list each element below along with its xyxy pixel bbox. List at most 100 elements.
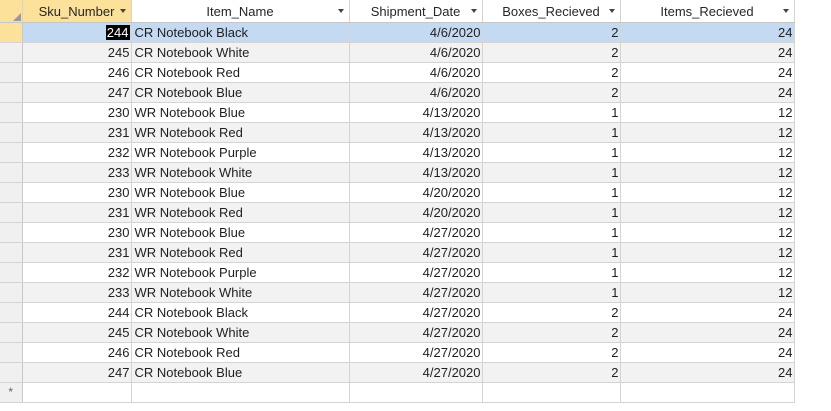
sku-number-cell[interactable]: 233 [22, 162, 132, 183]
boxes-recieved-cell[interactable]: 2 [482, 22, 621, 43]
item-name-cell[interactable]: WR Notebook Purple [131, 142, 350, 163]
item-name-cell[interactable]: WR Notebook Blue [131, 102, 350, 123]
table-row[interactable]: 230 WR Notebook Blue 4/13/2020 1 12 [0, 102, 795, 123]
record-selector[interactable] [0, 142, 23, 163]
shipment-date-cell[interactable]: 4/13/2020 [349, 142, 483, 163]
boxes-recieved-cell[interactable]: 2 [482, 322, 621, 343]
items-recieved-cell[interactable]: 24 [620, 322, 795, 343]
boxes-recieved-cell[interactable]: 2 [482, 302, 621, 323]
sort-filter-dropdown-icon[interactable] [470, 9, 477, 13]
shipment-date-cell[interactable]: 4/6/2020 [349, 82, 483, 103]
shipment-date-cell[interactable]: 4/27/2020 [349, 282, 483, 303]
item-name-cell[interactable]: CR Notebook Black [131, 302, 350, 323]
item-name-cell[interactable]: CR Notebook Red [131, 62, 350, 83]
table-row[interactable]: 244 CR Notebook Black 4/6/2020 2 24 [0, 22, 795, 43]
items-recieved-cell[interactable]: 12 [620, 102, 795, 123]
sort-filter-dropdown-icon[interactable] [608, 9, 615, 13]
new-record-cell[interactable] [349, 382, 483, 403]
table-row[interactable]: 231 WR Notebook Red 4/13/2020 1 12 [0, 122, 795, 143]
item-name-cell[interactable]: WR Notebook Red [131, 202, 350, 223]
boxes-recieved-cell[interactable]: 1 [482, 182, 621, 203]
items-recieved-cell[interactable]: 12 [620, 182, 795, 203]
table-row[interactable]: 230 WR Notebook Blue 4/27/2020 1 12 [0, 222, 795, 243]
items-recieved-cell[interactable]: 24 [620, 42, 795, 63]
boxes-recieved-cell[interactable]: 1 [482, 142, 621, 163]
select-all-corner[interactable] [0, 0, 23, 23]
record-selector[interactable] [0, 22, 23, 43]
column-header-shipment-date[interactable]: Shipment_Date [349, 0, 483, 23]
sku-number-cell[interactable]: 231 [22, 202, 132, 223]
boxes-recieved-cell[interactable]: 1 [482, 282, 621, 303]
new-record-cell[interactable] [131, 382, 350, 403]
boxes-recieved-cell[interactable]: 2 [482, 62, 621, 83]
items-recieved-cell[interactable]: 24 [620, 82, 795, 103]
table-row[interactable]: 232 WR Notebook Purple 4/27/2020 1 12 [0, 262, 795, 283]
items-recieved-cell[interactable]: 12 [620, 142, 795, 163]
sort-filter-dropdown-icon[interactable] [782, 9, 789, 13]
shipment-date-cell[interactable]: 4/27/2020 [349, 262, 483, 283]
boxes-recieved-cell[interactable]: 2 [482, 362, 621, 383]
table-row[interactable]: 246 CR Notebook Red 4/27/2020 2 24 [0, 342, 795, 363]
sort-filter-dropdown-icon[interactable] [119, 9, 126, 13]
items-recieved-cell[interactable]: 24 [620, 62, 795, 83]
sku-number-cell[interactable]: 230 [22, 102, 132, 123]
sku-number-cell[interactable]: 245 [22, 42, 132, 63]
new-record-cell[interactable] [620, 382, 795, 403]
shipment-date-cell[interactable]: 4/27/2020 [349, 342, 483, 363]
boxes-recieved-cell[interactable]: 1 [482, 242, 621, 263]
sku-number-cell[interactable]: 233 [22, 282, 132, 303]
item-name-cell[interactable]: WR Notebook Red [131, 122, 350, 143]
shipment-date-cell[interactable]: 4/6/2020 [349, 62, 483, 83]
shipment-date-cell[interactable]: 4/13/2020 [349, 162, 483, 183]
record-selector[interactable] [0, 162, 23, 183]
sku-number-cell[interactable]: 246 [22, 62, 132, 83]
table-row[interactable]: 245 CR Notebook White 4/27/2020 2 24 [0, 322, 795, 343]
new-record-cell[interactable] [22, 382, 132, 403]
shipment-date-cell[interactable]: 4/27/2020 [349, 222, 483, 243]
items-recieved-cell[interactable]: 12 [620, 242, 795, 263]
boxes-recieved-cell[interactable]: 1 [482, 262, 621, 283]
boxes-recieved-cell[interactable]: 1 [482, 222, 621, 243]
table-row[interactable]: 230 WR Notebook Blue 4/20/2020 1 12 [0, 182, 795, 203]
items-recieved-cell[interactable]: 12 [620, 262, 795, 283]
items-recieved-cell[interactable]: 24 [620, 302, 795, 323]
sku-number-cell[interactable]: 244 [22, 302, 132, 323]
shipment-date-cell[interactable]: 4/27/2020 [349, 302, 483, 323]
table-row[interactable]: 231 WR Notebook Red 4/20/2020 1 12 [0, 202, 795, 223]
sku-number-cell[interactable]: 231 [22, 122, 132, 143]
boxes-recieved-cell[interactable]: 1 [482, 122, 621, 143]
boxes-recieved-cell[interactable]: 1 [482, 162, 621, 183]
new-record-cell[interactable] [482, 382, 621, 403]
table-row[interactable]: 246 CR Notebook Red 4/6/2020 2 24 [0, 62, 795, 83]
boxes-recieved-cell[interactable]: 2 [482, 42, 621, 63]
sku-number-cell[interactable]: 232 [22, 142, 132, 163]
boxes-recieved-cell[interactable]: 1 [482, 102, 621, 123]
sku-number-cell[interactable]: 247 [22, 362, 132, 383]
table-row[interactable]: 233 WR Notebook White 4/27/2020 1 12 [0, 282, 795, 303]
item-name-cell[interactable]: WR Notebook Blue [131, 222, 350, 243]
items-recieved-cell[interactable]: 12 [620, 202, 795, 223]
item-name-cell[interactable]: CR Notebook White [131, 42, 350, 63]
column-header-sku-number[interactable]: Sku_Number [22, 0, 132, 23]
record-selector[interactable] [0, 122, 23, 143]
shipment-date-cell[interactable]: 4/27/2020 [349, 362, 483, 383]
items-recieved-cell[interactable]: 24 [620, 22, 795, 43]
boxes-recieved-cell[interactable]: 2 [482, 82, 621, 103]
item-name-cell[interactable]: CR Notebook Blue [131, 362, 350, 383]
column-header-boxes-recieved[interactable]: Boxes_Recieved [482, 0, 621, 23]
item-name-cell[interactable]: WR Notebook White [131, 282, 350, 303]
record-selector[interactable] [0, 362, 23, 383]
record-selector[interactable] [0, 342, 23, 363]
record-selector[interactable] [0, 242, 23, 263]
record-selector[interactable] [0, 222, 23, 243]
items-recieved-cell[interactable]: 12 [620, 162, 795, 183]
shipment-date-cell[interactable]: 4/20/2020 [349, 182, 483, 203]
table-row[interactable]: 244 CR Notebook Black 4/27/2020 2 24 [0, 302, 795, 323]
item-name-cell[interactable]: CR Notebook Black [131, 22, 350, 43]
boxes-recieved-cell[interactable]: 1 [482, 202, 621, 223]
record-selector[interactable] [0, 182, 23, 203]
item-name-cell[interactable]: CR Notebook Blue [131, 82, 350, 103]
sku-number-cell[interactable]: 245 [22, 322, 132, 343]
record-selector[interactable] [0, 42, 23, 63]
record-selector[interactable] [0, 62, 23, 83]
